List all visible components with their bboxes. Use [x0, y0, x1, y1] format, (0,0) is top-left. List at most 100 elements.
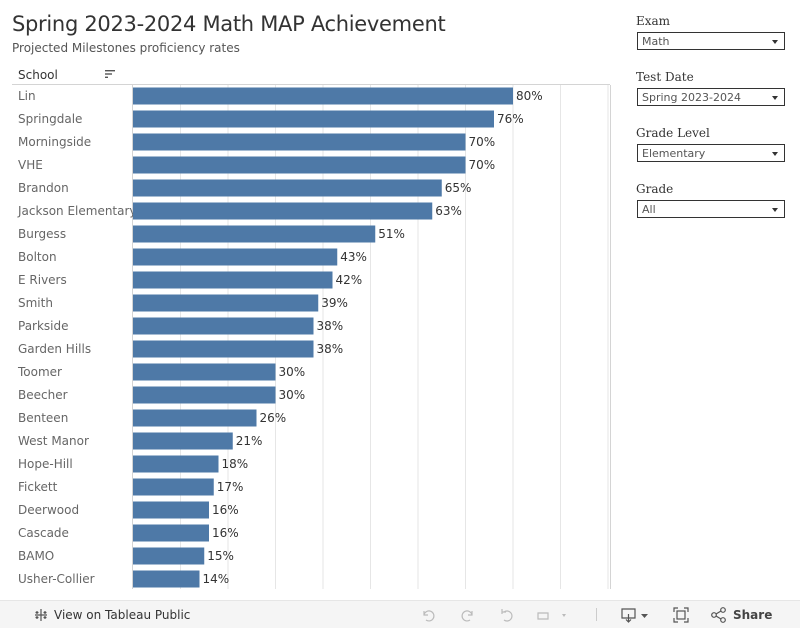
- bar: [133, 547, 205, 565]
- tableau-logo-icon: [35, 609, 47, 621]
- caret-down-icon: [772, 152, 778, 156]
- data-label: 21%: [236, 434, 263, 448]
- sort-icon[interactable]: [105, 69, 115, 79]
- data-label: 17%: [217, 480, 244, 494]
- data-label: 65%: [445, 181, 472, 195]
- data-label: 30%: [279, 388, 306, 402]
- bar: [133, 524, 209, 542]
- bar: [133, 202, 433, 220]
- category-label: Bolton: [18, 250, 57, 264]
- bar: [133, 386, 276, 404]
- bar: [133, 110, 494, 128]
- bar-chart: Lin 80% Springdale 76% Morningside 70% VHE 70% B…: [12, 84, 611, 589]
- filter-label: Exam: [636, 14, 671, 28]
- category-label: Lin: [18, 89, 36, 103]
- category-label: Fickett: [18, 480, 58, 494]
- test-date-dropdown[interactable]: Spring 2023-2024: [637, 88, 785, 106]
- bar: [133, 409, 257, 427]
- category-label: Garden Hills: [18, 342, 91, 356]
- fullscreen-icon[interactable]: [672, 606, 690, 624]
- category-label: BAMO: [18, 549, 54, 563]
- dropdown-value: Math: [642, 35, 670, 48]
- category-label: Beecher: [18, 388, 68, 402]
- share-icon: [711, 607, 726, 623]
- revert-icon[interactable]: [498, 607, 514, 623]
- caret-down-icon: [772, 96, 778, 100]
- filter-label: Grade: [636, 182, 674, 196]
- data-label: 51%: [378, 227, 405, 241]
- bar: [133, 225, 376, 243]
- category-label: Toomer: [17, 365, 62, 379]
- bar: [133, 363, 276, 381]
- dropdown-value: Elementary: [642, 147, 706, 160]
- toolbar: View on Tableau Public Share: [0, 600, 800, 628]
- bar: [133, 570, 200, 588]
- grade-dropdown[interactable]: All: [637, 200, 785, 218]
- data-label: 43%: [340, 250, 367, 264]
- view-label: View on Tableau Public: [54, 608, 191, 622]
- bar: [133, 294, 319, 312]
- data-label: 76%: [497, 112, 524, 126]
- category-label: Hope-Hill: [18, 457, 73, 471]
- school-column-header[interactable]: School: [18, 68, 58, 82]
- category-label: VHE: [18, 158, 43, 172]
- data-label: 70%: [469, 135, 496, 149]
- share-label: Share: [733, 608, 773, 622]
- page-subtitle: Projected Milestones proficiency rates: [12, 41, 240, 55]
- category-label: Benteen: [18, 411, 68, 425]
- dropdown-value: All: [642, 203, 656, 216]
- bar: [133, 478, 214, 496]
- data-label: 15%: [207, 549, 234, 563]
- caret-down-icon: [772, 208, 778, 212]
- category-label: Deerwood: [18, 503, 79, 517]
- data-label: 42%: [336, 273, 363, 287]
- bar: [133, 317, 314, 335]
- grade-level-dropdown[interactable]: Elementary: [637, 144, 785, 162]
- category-label: Springdale: [18, 112, 82, 126]
- filter-label: Test Date: [636, 70, 694, 84]
- bar: [133, 179, 442, 197]
- data-label: 39%: [321, 296, 348, 310]
- category-label: Brandon: [18, 181, 69, 195]
- exam-dropdown[interactable]: Math: [637, 32, 785, 50]
- data-label: 38%: [317, 342, 344, 356]
- bar: [133, 248, 338, 266]
- bar: [133, 156, 466, 174]
- data-label: 26%: [260, 411, 287, 425]
- category-label: Morningside: [18, 135, 91, 149]
- category-label: E Rivers: [18, 273, 67, 287]
- category-label: Burgess: [18, 227, 66, 241]
- undo-icon[interactable]: [420, 607, 436, 623]
- bar: [133, 340, 314, 358]
- data-label: 63%: [435, 204, 462, 218]
- dropdown-value: Spring 2023-2024: [642, 91, 741, 104]
- category-label: Smith: [18, 296, 53, 310]
- category-label: Cascade: [18, 526, 69, 540]
- view-on-tableau-link[interactable]: View on Tableau Public: [33, 607, 190, 623]
- data-label: 80%: [516, 89, 543, 103]
- category-label: Parkside: [18, 319, 69, 333]
- page-title: Spring 2023-2024 Math MAP Achievement: [12, 12, 446, 36]
- filter-label: Grade Level: [636, 126, 710, 140]
- refresh-icon[interactable]: [536, 607, 566, 623]
- bar: [133, 432, 233, 450]
- bar: [133, 133, 466, 151]
- category-label: Jackson Elementary: [17, 204, 137, 218]
- divider: [596, 608, 597, 621]
- bar: [133, 501, 209, 519]
- data-label: 16%: [212, 526, 239, 540]
- data-label: 38%: [317, 319, 344, 333]
- bar: [133, 455, 219, 473]
- data-label: 70%: [469, 158, 496, 172]
- bar: [133, 271, 333, 289]
- bar: [133, 87, 513, 105]
- data-label: 14%: [203, 572, 230, 586]
- download-icon[interactable]: [620, 606, 652, 624]
- redo-icon[interactable]: [460, 607, 476, 623]
- category-label: West Manor: [18, 434, 89, 448]
- data-label: 16%: [212, 503, 239, 517]
- caret-down-icon: [772, 40, 778, 44]
- category-label: Usher-Collier: [18, 572, 95, 586]
- share-button[interactable]: Share: [710, 607, 772, 623]
- data-label: 30%: [279, 365, 306, 379]
